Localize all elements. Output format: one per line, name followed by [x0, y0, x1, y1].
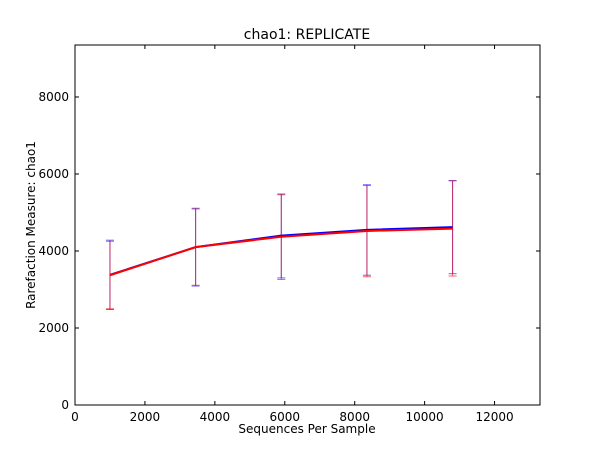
x-axis-label: Sequences Per Sample [238, 422, 375, 436]
x-tick-label: 8000 [339, 410, 370, 424]
plot-area [105, 180, 457, 311]
x-tick-label: 10000 [406, 410, 444, 424]
axis-ticks: 0 2000 4000 6000 8000 10000 12000 0 2000 4000 6000… [38, 45, 540, 424]
chart-title: chao1: REPLICATE [244, 27, 370, 43]
y-tick-label: 6000 [38, 167, 69, 181]
y-axis-label: Rarefaction Measure: chao1 [24, 141, 38, 309]
x-tick-label: 6000 [270, 410, 301, 424]
series-1 [105, 180, 457, 310]
plot-frame [74, 44, 541, 406]
y-tick-label: 2000 [38, 321, 69, 335]
x-tick-label: 2000 [130, 410, 161, 424]
x-tick-label: 4000 [200, 410, 231, 424]
x-tick-label: 0 [71, 410, 79, 424]
series-line-1 [109, 227, 453, 277]
y-tick-label: 4000 [38, 244, 69, 258]
y-tick-label: 8000 [38, 90, 69, 104]
x-tick-label: 12000 [475, 410, 513, 424]
y-tick-label: 0 [61, 398, 69, 412]
